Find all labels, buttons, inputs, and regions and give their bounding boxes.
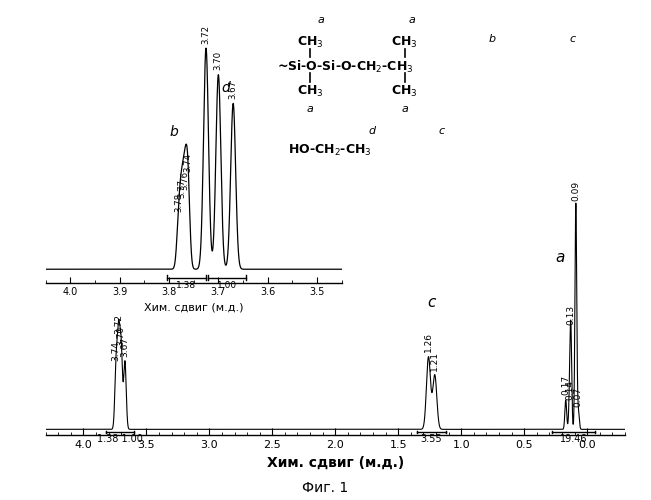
Text: d: d	[368, 126, 376, 136]
Text: 0.17: 0.17	[561, 376, 570, 396]
Text: 3.72: 3.72	[202, 24, 210, 44]
Text: 1.38: 1.38	[176, 282, 197, 290]
Text: b: b	[169, 125, 178, 139]
Text: 3.67: 3.67	[120, 337, 130, 357]
Text: 1.21: 1.21	[430, 350, 439, 370]
Text: 0.14: 0.14	[565, 380, 574, 400]
Text: 19.46: 19.46	[560, 434, 587, 444]
X-axis label: Хим. сдвиг (м.д.): Хим. сдвиг (м.д.)	[144, 303, 243, 313]
Text: 3.70: 3.70	[117, 326, 126, 345]
Text: CH$_3$: CH$_3$	[297, 84, 323, 98]
Text: CH$_3$: CH$_3$	[391, 84, 418, 98]
Text: 3.72: 3.72	[114, 314, 123, 334]
Text: 3.74: 3.74	[111, 342, 120, 361]
Text: c: c	[569, 34, 575, 44]
Text: a: a	[318, 15, 324, 25]
Text: 0.07: 0.07	[574, 386, 583, 406]
Text: 1.26: 1.26	[424, 332, 433, 352]
Text: 1.00: 1.00	[217, 282, 237, 290]
Text: a: a	[307, 104, 313, 115]
Text: a: a	[401, 104, 408, 115]
Text: Фиг. 1: Фиг. 1	[302, 481, 349, 495]
X-axis label: Хим. сдвиг (м.д.): Хим. сдвиг (м.д.)	[267, 456, 404, 469]
Text: 3.67: 3.67	[229, 80, 238, 99]
Text: CH$_3$: CH$_3$	[297, 34, 323, 50]
Text: 0.13: 0.13	[566, 305, 575, 326]
Text: HO-CH$_2$-CH$_3$: HO-CH$_2$-CH$_3$	[288, 143, 372, 158]
Text: 3.55: 3.55	[421, 434, 443, 444]
Text: b: b	[489, 34, 495, 44]
Text: CH$_3$: CH$_3$	[391, 34, 418, 50]
Text: ~Si-O-Si-O-CH$_2$-CH$_3$: ~Si-O-Si-O-CH$_2$-CH$_3$	[277, 59, 413, 75]
Text: a: a	[409, 15, 415, 25]
Text: 3.76: 3.76	[180, 170, 189, 190]
Text: 3.77: 3.77	[177, 180, 186, 199]
Text: 3.78: 3.78	[174, 192, 184, 212]
Text: c: c	[438, 126, 444, 136]
Text: 0.09: 0.09	[572, 180, 580, 201]
Text: d: d	[221, 81, 230, 95]
Text: 1.38 1.00: 1.38 1.00	[97, 434, 143, 444]
Text: 3.74: 3.74	[183, 153, 192, 172]
Text: a: a	[555, 250, 565, 265]
Text: 3.70: 3.70	[214, 51, 223, 70]
Text: c: c	[428, 295, 436, 310]
